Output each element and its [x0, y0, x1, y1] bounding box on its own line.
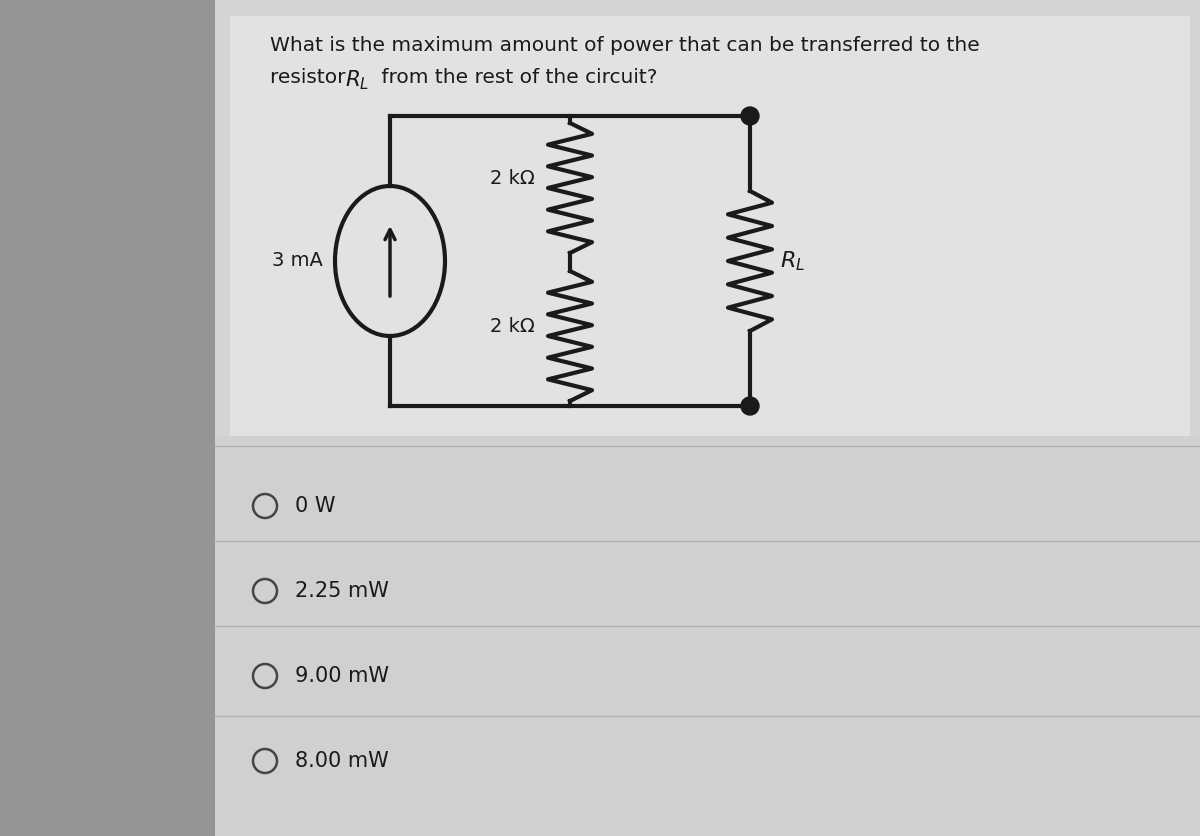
Text: resistor: resistor	[270, 68, 352, 87]
Text: 8.00 mW: 8.00 mW	[295, 751, 389, 771]
Text: $R_L$: $R_L$	[346, 68, 370, 92]
Bar	[215, 0, 1200, 836]
Text: from the rest of the circuit?: from the rest of the circuit?	[374, 68, 658, 87]
Circle shape	[742, 397, 760, 415]
Bar	[215, 436, 1200, 836]
Text: 9.00 mW: 9.00 mW	[295, 666, 389, 686]
Circle shape	[742, 107, 760, 125]
Bar	[0, 0, 215, 836]
Text: What is the maximum amount of power that can be transferred to the: What is the maximum amount of power that…	[270, 36, 979, 55]
Text: $R_L$: $R_L$	[780, 249, 805, 273]
Text: 0 W: 0 W	[295, 496, 336, 516]
Bar	[230, 16, 1190, 446]
Text: 2.25 mW: 2.25 mW	[295, 581, 389, 601]
Text: 2 kΩ: 2 kΩ	[491, 317, 535, 335]
Text: 2 kΩ: 2 kΩ	[491, 169, 535, 187]
Text: 3 mA: 3 mA	[272, 252, 323, 271]
